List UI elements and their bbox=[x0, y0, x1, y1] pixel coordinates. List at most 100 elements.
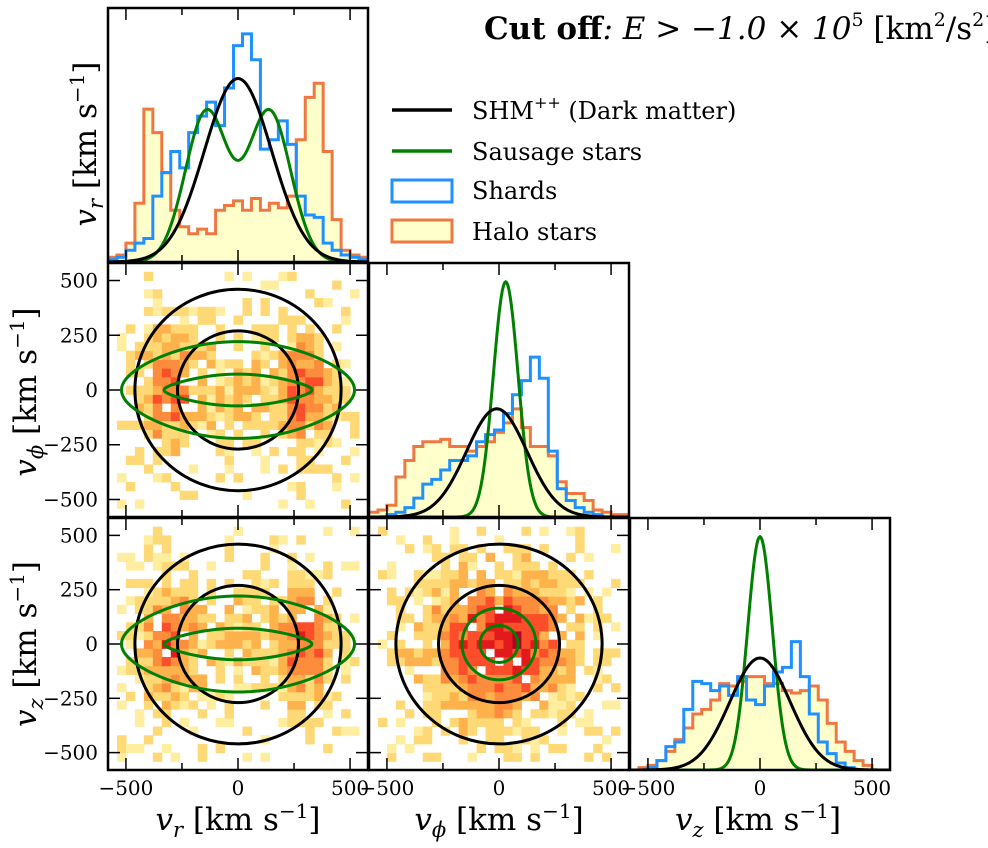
vz-vr-heat-cell bbox=[215, 674, 226, 684]
vphi-vr-heat-cell bbox=[152, 289, 163, 299]
vz-vphi-heat-cell bbox=[476, 717, 487, 728]
vz-vr-heat-cell bbox=[134, 717, 145, 728]
vz-vr-heat-cell bbox=[116, 683, 127, 693]
vz-vphi-heat-cell bbox=[539, 683, 549, 693]
vphi-vr-heat-cell bbox=[215, 446, 226, 457]
vz-vphi-heat-cell bbox=[431, 709, 442, 719]
vz-vphi-heat-cell bbox=[530, 752, 540, 762]
vphi-vr-heat-cell bbox=[287, 341, 297, 352]
vz-vphi-heat-cell bbox=[494, 700, 504, 710]
vphi-vr-heat-cell bbox=[224, 376, 235, 387]
vz-vr-heat-cell bbox=[269, 639, 279, 649]
vz-vr-heat-cell bbox=[296, 570, 306, 580]
vphi-vr-heat-cell bbox=[215, 376, 226, 387]
vphi-vr-heat-cell bbox=[206, 350, 217, 360]
vz-vphi-heat-cell bbox=[548, 674, 558, 684]
vphi-vr-heat-cell bbox=[350, 289, 360, 299]
vz-vphi-heat-cell bbox=[422, 674, 433, 684]
vz-vr-heat-cell bbox=[287, 570, 297, 580]
vz-vr-heat-cell bbox=[251, 587, 261, 597]
vphi-vr-heat-cell bbox=[296, 446, 306, 457]
vz-vphi-heat-cell bbox=[449, 665, 460, 675]
vz-vphi-xtick-label: 500 bbox=[592, 776, 630, 800]
vz-vr-heat-cell bbox=[341, 726, 351, 736]
vphi-vr-heat-cell bbox=[341, 455, 351, 465]
vz-vr-heat-cell bbox=[287, 578, 297, 589]
vz-vr-heat-cell bbox=[269, 613, 279, 623]
hist-vz-xtick-label: −500 bbox=[620, 776, 675, 800]
vz-vphi-heat-cell bbox=[548, 596, 558, 606]
vz-vphi-heat-cell bbox=[485, 665, 496, 675]
vphi-vr-heat-cell bbox=[188, 306, 199, 317]
vz-vphi-heat-cell bbox=[602, 587, 612, 597]
vphi-vr-heat-cell bbox=[305, 289, 315, 299]
vphi-vr-heat-cell bbox=[242, 271, 252, 282]
vphi-vr-heat-cell bbox=[314, 411, 324, 422]
vz-vr-heat-cell bbox=[170, 752, 181, 762]
vz-vr-heat-cell bbox=[125, 743, 136, 754]
vz-vphi-heat-cell bbox=[503, 544, 513, 554]
vz-vphi-heat-cell bbox=[584, 752, 594, 762]
vz-vphi-heat-cell bbox=[593, 657, 603, 667]
vphi-vr-heat-cell bbox=[278, 376, 288, 387]
vphi-vr-heat-cell bbox=[125, 324, 136, 334]
vphi-vr-heat-cell bbox=[287, 429, 297, 439]
vphi-vr-heat-cell bbox=[152, 473, 163, 483]
vz-vr-heat-cell bbox=[242, 622, 252, 632]
vz-vphi-heat-cell bbox=[575, 535, 585, 545]
vz-vphi-heat-cell bbox=[386, 657, 397, 667]
vz-vr-heat-cell bbox=[314, 674, 324, 684]
vphi-vr-heat-cell bbox=[287, 446, 297, 457]
vz-vr-heat-cell bbox=[341, 657, 351, 667]
vphi-vr-heat-cell bbox=[305, 411, 315, 422]
vz-vphi-heat-cell bbox=[512, 726, 522, 736]
vz-vr-heat-cell bbox=[197, 752, 208, 762]
vz-vphi-heat-cell bbox=[494, 639, 504, 649]
vz-vphi-heat-cell bbox=[467, 561, 478, 571]
vz-vr-heat-cell bbox=[161, 743, 172, 754]
vz-vphi-heat-cell bbox=[440, 578, 451, 589]
vz-vphi-heat-cell bbox=[386, 561, 397, 571]
vz-vphi-heat-cell bbox=[584, 613, 594, 623]
vz-vr-heat-cell bbox=[305, 578, 315, 589]
vphi-vr-heat-cell bbox=[314, 420, 324, 430]
vphi-vr-heat-cell bbox=[134, 394, 145, 404]
vz-vr-heat-cell bbox=[224, 709, 235, 719]
vz-vr-heat-cell bbox=[188, 570, 199, 580]
vz-vr-heat-cell bbox=[188, 639, 199, 649]
vphi-vr-heat-cell bbox=[188, 359, 199, 369]
vz-vr-heat-cell bbox=[296, 578, 306, 589]
vz-vphi-heat-cell bbox=[449, 657, 460, 667]
vphi-vr-dm-contour-0 bbox=[175, 329, 301, 451]
vz-vr-heat-cell bbox=[296, 648, 306, 658]
vz-vr-heat-cell bbox=[197, 709, 208, 719]
vphi-vr-heat-cell bbox=[215, 438, 226, 448]
vz-vphi-heat-cell bbox=[557, 657, 567, 667]
vz-vr-heat-cell bbox=[179, 639, 190, 649]
vphi-vr-heat-cell bbox=[215, 473, 226, 483]
vphi-vr-heat-cell bbox=[179, 350, 190, 360]
vz-vphi-heat-cell bbox=[521, 570, 531, 580]
vz-vr-heat-cell bbox=[116, 552, 127, 562]
vphi-vr-heat-cell bbox=[197, 394, 208, 404]
vz-vphi-heat-cell bbox=[395, 596, 406, 606]
vz-vphi-heat-cell bbox=[494, 726, 504, 736]
vz-vr-heat-cell bbox=[278, 622, 288, 632]
vz-vphi-heat-cell bbox=[503, 683, 513, 693]
vz-vphi-heat-cell bbox=[530, 613, 540, 623]
vphi-vr-heat-cell bbox=[233, 394, 243, 404]
vz-vphi-heat-cell bbox=[566, 639, 576, 649]
vz-vphi-heat-cell bbox=[458, 622, 469, 632]
vz-vphi-heat-cell bbox=[575, 657, 585, 667]
vphi-vr-heat-cell bbox=[125, 455, 136, 465]
vz-vphi-heat-cell bbox=[449, 578, 460, 589]
vphi-vr-heat-cell bbox=[215, 306, 226, 317]
vz-vr-heat-cell bbox=[152, 683, 163, 693]
vz-vr-heat-cell bbox=[260, 657, 270, 667]
vz-vphi-heat-cell bbox=[395, 648, 406, 658]
vz-vphi-heat-cell bbox=[575, 596, 585, 606]
vz-vphi-heat-cell bbox=[440, 674, 451, 684]
vz-vr-heat-cell bbox=[206, 561, 217, 571]
vz-vphi-heat-cell bbox=[593, 622, 603, 632]
vz-vr-heat-cell bbox=[152, 587, 163, 597]
